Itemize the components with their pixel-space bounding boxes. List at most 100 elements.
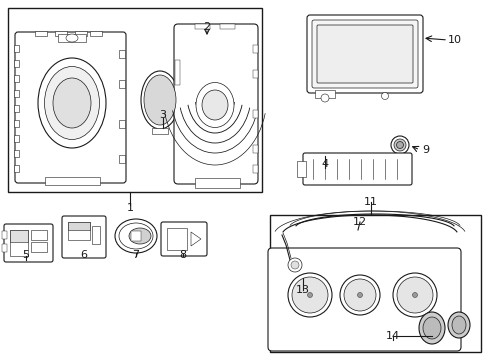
Ellipse shape: [202, 90, 227, 120]
Bar: [75, 31, 87, 36]
Ellipse shape: [143, 75, 176, 125]
Bar: [14, 105, 19, 112]
Bar: [14, 150, 19, 157]
Ellipse shape: [392, 273, 436, 317]
Ellipse shape: [291, 277, 327, 313]
Ellipse shape: [320, 94, 328, 102]
Bar: [58, 34, 86, 42]
Bar: [14, 90, 19, 97]
Bar: [252, 145, 258, 153]
Bar: [252, 165, 258, 173]
Bar: [14, 45, 19, 52]
Bar: [31, 230, 47, 240]
Ellipse shape: [66, 34, 78, 42]
Ellipse shape: [393, 139, 405, 151]
Bar: [119, 50, 125, 58]
Text: 9: 9: [422, 145, 428, 155]
Bar: [2, 231, 7, 239]
Bar: [35, 31, 47, 36]
Bar: [90, 31, 102, 36]
Bar: [68, 222, 90, 240]
FancyBboxPatch shape: [62, 216, 106, 258]
Text: 8: 8: [179, 250, 186, 260]
FancyBboxPatch shape: [267, 248, 460, 351]
Ellipse shape: [141, 71, 179, 129]
Bar: [119, 120, 125, 128]
FancyBboxPatch shape: [174, 24, 258, 184]
Ellipse shape: [422, 317, 440, 339]
Bar: [14, 120, 19, 127]
Ellipse shape: [307, 292, 312, 297]
Ellipse shape: [287, 258, 302, 272]
FancyBboxPatch shape: [311, 20, 417, 88]
Bar: [167, 228, 186, 250]
Ellipse shape: [390, 136, 408, 154]
Ellipse shape: [38, 58, 106, 148]
Bar: [8, 8, 262, 192]
Bar: [175, 60, 180, 85]
FancyBboxPatch shape: [15, 32, 126, 183]
Text: 10: 10: [447, 35, 461, 45]
Ellipse shape: [412, 292, 417, 297]
Ellipse shape: [129, 228, 151, 244]
Text: 14: 14: [385, 331, 399, 341]
Ellipse shape: [115, 219, 157, 253]
Bar: [314, 90, 334, 98]
FancyBboxPatch shape: [4, 224, 53, 262]
Ellipse shape: [44, 67, 99, 139]
FancyBboxPatch shape: [316, 25, 412, 83]
Ellipse shape: [53, 78, 91, 128]
Bar: [119, 80, 125, 88]
FancyBboxPatch shape: [161, 222, 206, 256]
Bar: [92, 226, 100, 244]
Bar: [14, 75, 19, 82]
Ellipse shape: [119, 223, 153, 249]
Text: 3: 3: [159, 110, 166, 120]
FancyBboxPatch shape: [306, 15, 422, 93]
Bar: [131, 231, 141, 241]
Bar: [2, 244, 7, 252]
Ellipse shape: [396, 277, 432, 313]
Ellipse shape: [287, 273, 331, 317]
Ellipse shape: [396, 141, 403, 148]
Bar: [14, 135, 19, 142]
Bar: [45, 177, 100, 185]
Text: 7: 7: [132, 250, 139, 260]
Bar: [252, 110, 258, 118]
Polygon shape: [191, 232, 201, 246]
Bar: [252, 45, 258, 53]
Text: 11: 11: [363, 197, 377, 207]
Bar: [269, 215, 480, 352]
Bar: [14, 165, 19, 172]
Ellipse shape: [447, 312, 469, 338]
Ellipse shape: [339, 275, 379, 315]
Bar: [220, 24, 235, 29]
Bar: [252, 70, 258, 78]
Bar: [195, 24, 209, 29]
Bar: [119, 155, 125, 163]
Text: 5: 5: [22, 250, 29, 260]
Bar: [152, 128, 168, 134]
Ellipse shape: [357, 292, 362, 297]
Bar: [31, 242, 47, 252]
Bar: [55, 31, 67, 36]
Bar: [14, 60, 19, 67]
Ellipse shape: [343, 279, 375, 311]
Text: 2: 2: [203, 22, 210, 32]
Ellipse shape: [381, 93, 387, 99]
Bar: [10, 230, 28, 256]
Text: 12: 12: [352, 217, 366, 227]
Ellipse shape: [290, 261, 298, 269]
Bar: [296, 161, 305, 177]
Bar: [68, 222, 90, 230]
Text: 6: 6: [81, 250, 87, 260]
Ellipse shape: [418, 312, 444, 344]
Text: 13: 13: [295, 285, 309, 295]
Ellipse shape: [196, 82, 234, 127]
Bar: [195, 178, 240, 188]
Bar: [10, 230, 28, 242]
FancyBboxPatch shape: [303, 153, 411, 185]
Text: 1: 1: [126, 203, 133, 213]
Text: 4: 4: [321, 159, 328, 169]
Ellipse shape: [451, 316, 465, 334]
